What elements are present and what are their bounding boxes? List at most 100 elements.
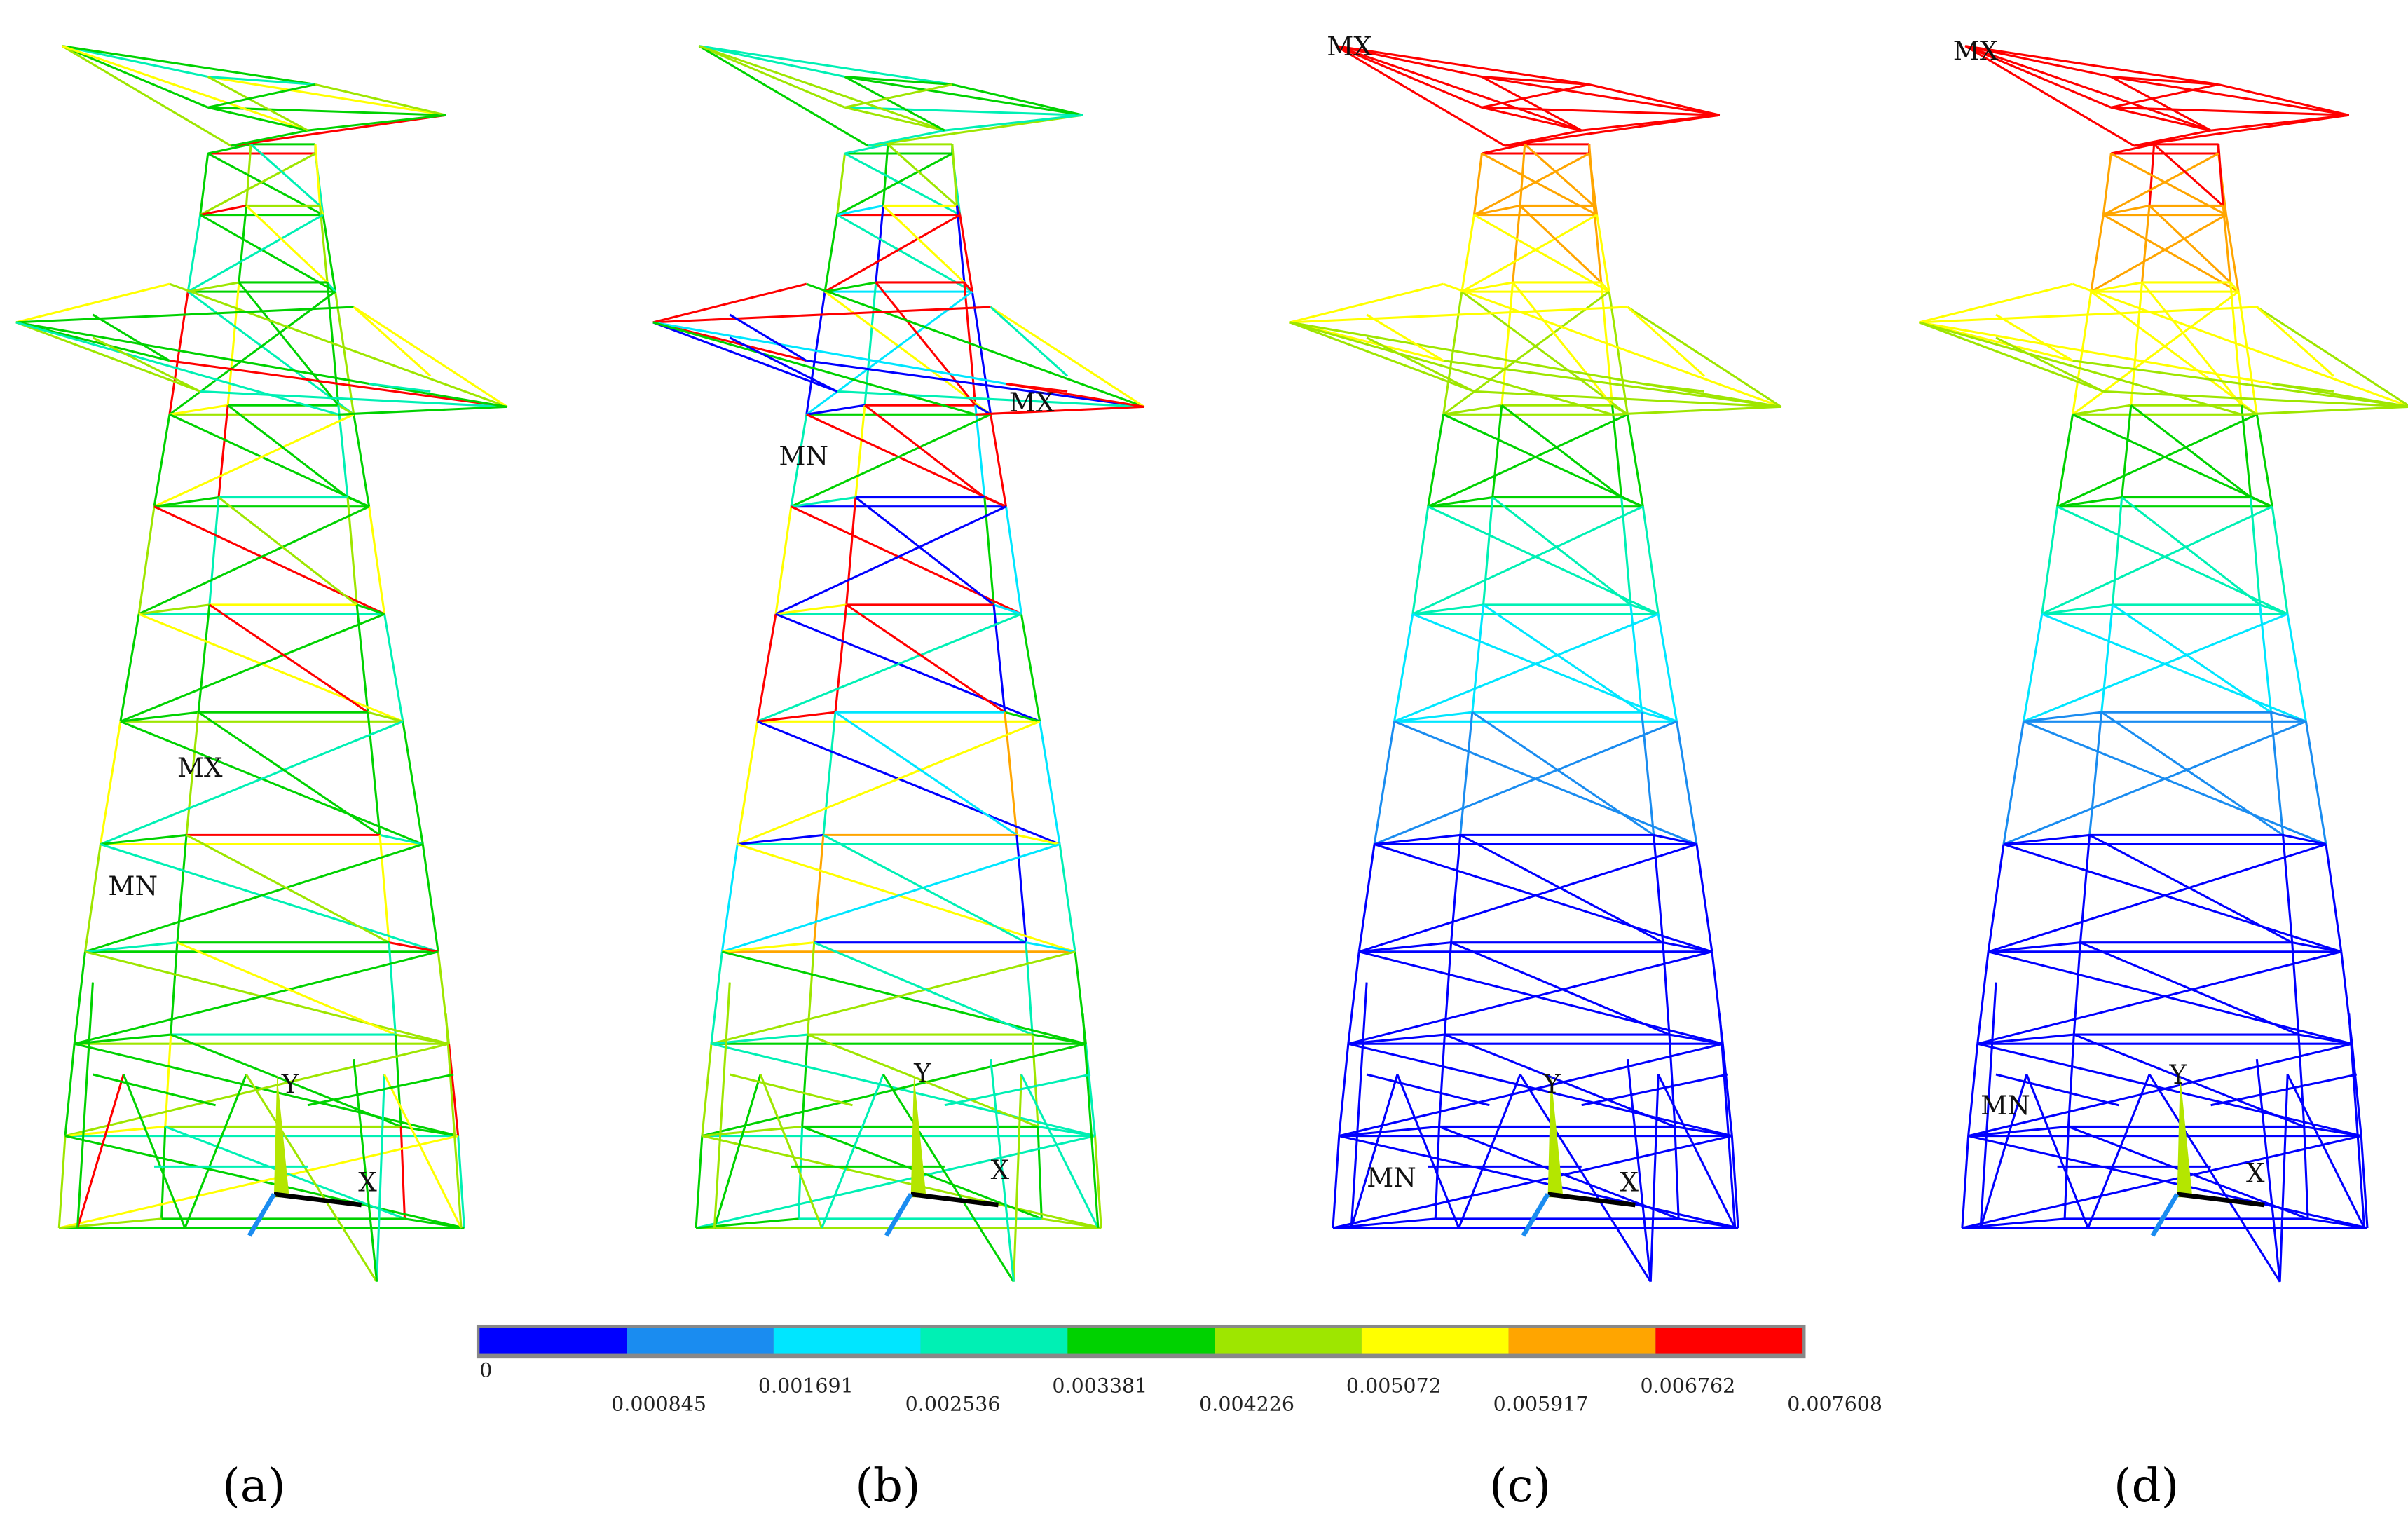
member [379,833,423,845]
member [64,1125,165,1138]
member [1339,1135,1739,1229]
member [119,613,140,722]
member [1600,281,1610,293]
member [737,833,824,846]
member [207,75,316,86]
member [652,321,1006,386]
member [875,205,884,283]
member [1674,1126,1680,1219]
member [1988,941,2081,953]
member [207,75,446,116]
member [2072,291,2093,415]
member [702,1135,1102,1229]
member [57,1135,67,1229]
member [15,321,369,386]
member [836,152,953,216]
member [729,336,838,393]
member [2133,129,2211,147]
member [1332,1135,1732,1229]
member [1461,290,1629,416]
min-marker: MN [1981,1090,2030,1121]
member [319,205,329,283]
member [2041,603,2113,615]
member [383,1074,463,1229]
axis-y-label: Y [281,1068,299,1099]
member [1012,1074,1022,1282]
member [1964,45,2112,109]
member [1332,1217,1436,1229]
member [1474,204,1521,217]
member [813,835,825,943]
member [15,321,201,393]
member [2291,942,2300,1035]
member [1081,1013,1100,1229]
member [1357,844,1376,953]
member [164,1034,172,1127]
member [2091,214,2227,293]
member [1491,405,1503,498]
member [699,45,953,86]
member [227,404,348,498]
member [775,613,1041,723]
member [2307,1217,2368,1229]
member [1031,1034,1039,1127]
member [699,45,845,79]
member [1335,45,1482,109]
member [806,282,1145,408]
member [1662,942,1671,1035]
member [887,143,958,207]
member [775,603,847,615]
member [1335,45,1582,132]
member [170,942,179,1035]
member [1596,214,1610,292]
member [200,152,316,216]
member [1396,1074,1460,1229]
legend-swatch [1067,1328,1215,1354]
member [2237,291,2258,415]
member [83,844,102,953]
member [1919,321,2104,393]
member [168,291,189,415]
member [1374,843,1713,953]
member [1471,604,1485,713]
member [882,205,965,284]
member [100,833,187,846]
member [801,1034,809,1127]
member [2112,603,2272,714]
member [1473,214,1610,293]
member [1412,613,1678,723]
member [814,941,1033,1036]
member [447,1044,460,1136]
member [652,321,838,393]
axis-y-arrow [910,1074,926,1198]
member [1718,1013,1737,1229]
member [207,76,308,132]
axis-x-arrow [910,1192,999,1208]
member [2351,1044,2362,1136]
member [844,75,952,86]
member [1630,603,1659,615]
member [2041,613,2306,723]
member [2102,152,2219,216]
member [2272,382,2334,393]
member [990,306,1145,408]
member [1662,941,1713,953]
member [2022,613,2044,722]
axis-x-label: X [1620,1166,1639,1197]
member [169,404,228,416]
member [1995,313,2074,362]
max-marker: MX [1953,35,1999,66]
member [2130,404,2252,498]
member [1976,951,1990,1044]
member [1394,711,1472,723]
member [2023,720,2327,845]
member [1393,613,1414,722]
member [952,83,1083,116]
member [2067,1034,2075,1127]
member [652,306,991,324]
member [2303,1126,2309,1219]
member [1289,321,1613,416]
member [2256,306,2334,377]
member [1004,506,1022,615]
